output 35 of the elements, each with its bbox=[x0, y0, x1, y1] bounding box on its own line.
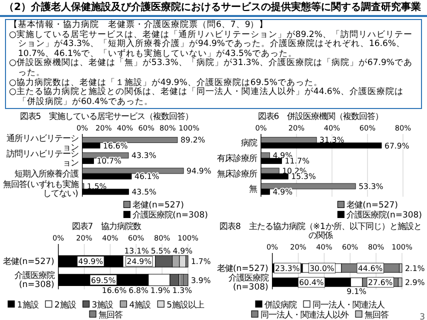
legend-label: 併設病院 bbox=[264, 300, 296, 310]
legend-label: 1施設 bbox=[16, 300, 38, 310]
y-tick-label: 短期入所療養介護 bbox=[14, 169, 78, 180]
legend-label: 5施設以上 bbox=[166, 300, 204, 310]
legend-label: 老健(n=527) bbox=[346, 200, 398, 211]
text: 3 bbox=[420, 312, 425, 320]
legend-label: 介護医療院(n=308) bbox=[132, 210, 208, 221]
legend-label: 無回答 bbox=[98, 310, 122, 320]
chart-title: 図表7 協力病院数 bbox=[72, 222, 142, 232]
text: 【基本情報・協力病院 老健票・介護医療院票（問6、7、9）】 bbox=[9, 20, 270, 30]
legend-label: 3施設 bbox=[92, 300, 114, 310]
legend-label: 無回答 bbox=[364, 310, 388, 320]
legend-label: 介護医療院(n=308) bbox=[346, 210, 422, 221]
y-tick-label: 無 bbox=[249, 184, 258, 195]
text: （2）介護老人保健施設及び介護医療院におけるサービスの提供実態等に関する調査研究事業 bbox=[0, 0, 427, 17]
text: ○主たる協力病院と施設との関係は、老健は「同一法人・関連法人以外」が44.6%、介護医療院は「併設病院」が60.4%であった。 bbox=[9, 87, 404, 108]
y-tick-label: 有床診療所 bbox=[217, 154, 258, 164]
y-tick-label: 介護医療院 (n=308) bbox=[228, 273, 268, 292]
y-tick-label: 無回答(いずれも実施してない) bbox=[3, 180, 78, 200]
legend-label: 老健(n=527) bbox=[132, 200, 184, 211]
legend-label: 同一法人・関連法人以外 bbox=[260, 310, 348, 320]
text: ○併設医療機関は、老健は「無」が53.3%、「病院」が31.3%、介護医療院は「病院」が67.9%であった。 bbox=[9, 58, 414, 78]
text: ○実施している居宅サービスは、老健は「通所リハビリテーション」が89.2%、「訪問リハビリテーション」が43.3%、「短期入所療養介護」が94.9%であった。介護医療院はそれぞれ、16.6%、10.7%、46.1%で、「いずれも実施していない」が43.5%であった。 bbox=[9, 30, 414, 59]
chart-title: 図表5 実施している居宅サービス（複数回答） bbox=[20, 112, 194, 122]
chart-title: 図表6 併設医療機関（複数回答） bbox=[258, 112, 384, 122]
y-tick-label: 無床診療所 bbox=[217, 169, 258, 180]
y-tick-label: 老健(n=527) bbox=[3, 256, 54, 267]
legend-label: 2施設 bbox=[54, 300, 76, 310]
legend-label: 4施設 bbox=[129, 300, 151, 310]
legend-label: 同一法人・関連法人 bbox=[312, 300, 384, 310]
y-tick-label: 老健(n=527) bbox=[217, 264, 268, 274]
y-tick-label: 介護医療院 (n=308) bbox=[14, 270, 54, 290]
text: ○協力病院数は、老健は「１施設」が49.9%、介護医療院は69.5%であった。 bbox=[9, 78, 322, 88]
y-tick-label: 病院 bbox=[241, 138, 258, 148]
chart-title: 図表8 主たる協力病院（※1か所、以下同じ）と施設との関係 bbox=[220, 222, 422, 241]
